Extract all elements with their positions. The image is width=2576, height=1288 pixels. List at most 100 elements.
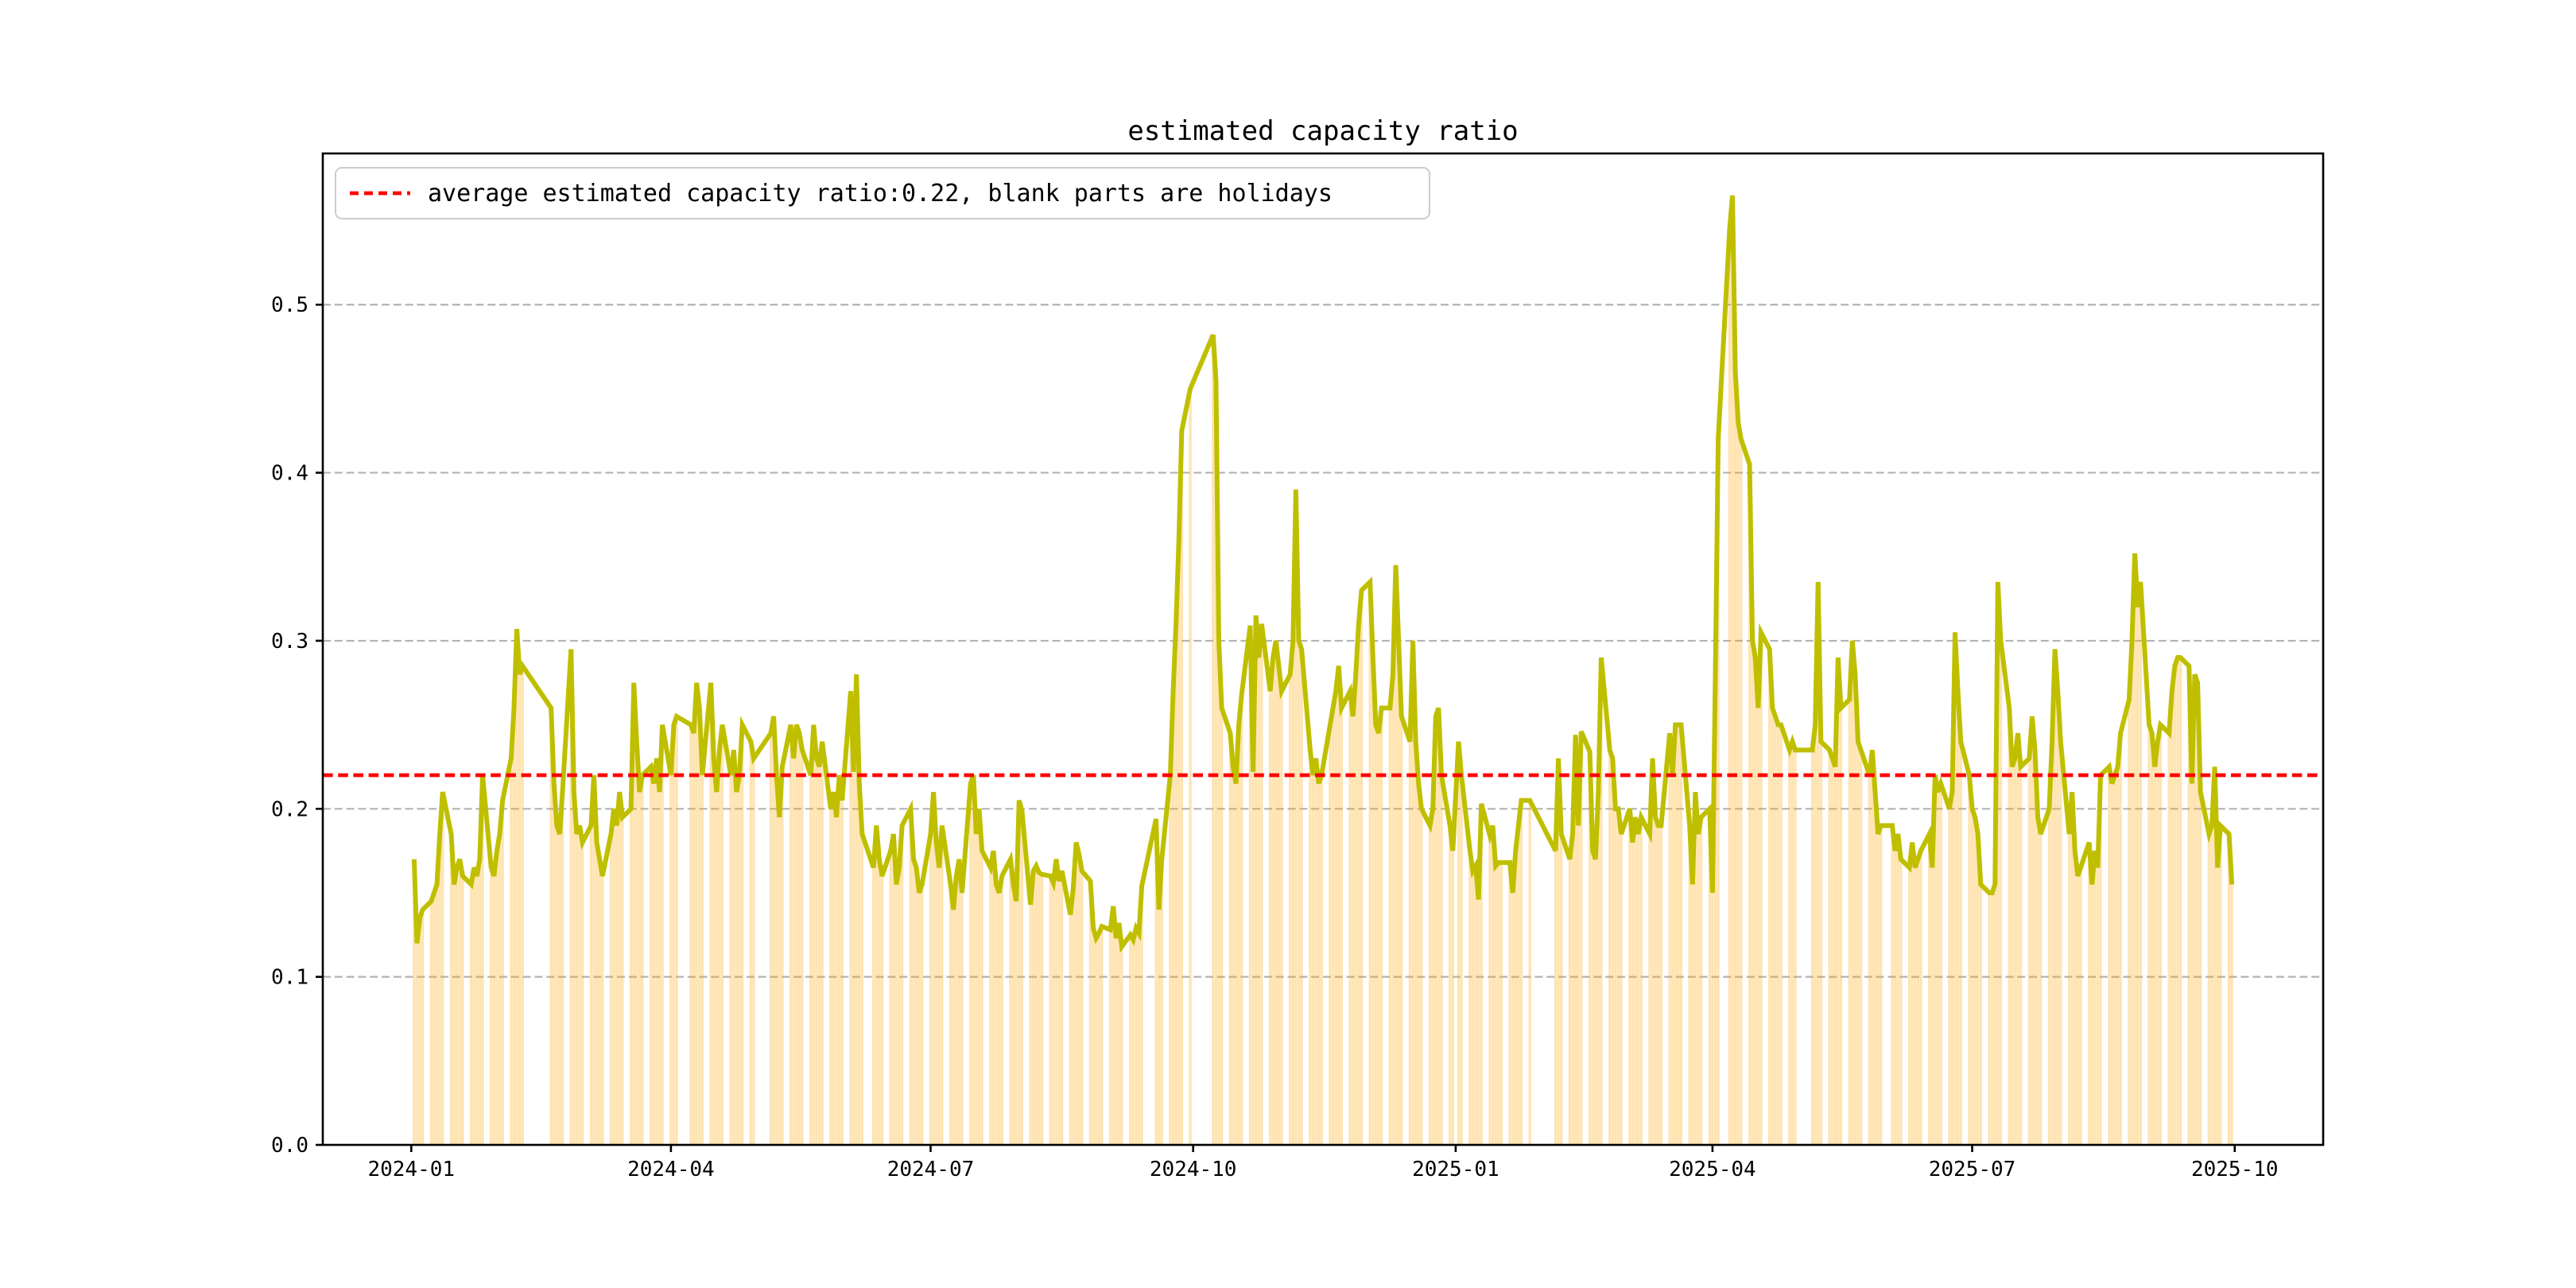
bar bbox=[1120, 946, 1123, 1145]
bar bbox=[1614, 809, 1617, 1145]
bar bbox=[2027, 758, 2031, 1145]
bar bbox=[2227, 834, 2231, 1145]
bar bbox=[1731, 195, 1734, 1146]
bar bbox=[1790, 741, 1794, 1145]
bar bbox=[1580, 731, 1583, 1145]
bar bbox=[1014, 901, 1018, 1145]
bar bbox=[1488, 836, 1492, 1145]
bar bbox=[1300, 649, 1303, 1145]
legend-label: average estimated capacity ratio:0.22, b… bbox=[428, 180, 1333, 208]
capacity-ratio-line bbox=[411, 195, 2235, 953]
bar bbox=[712, 758, 716, 1145]
bar bbox=[2196, 682, 2199, 1145]
y-tick-label: 0.5 bbox=[271, 293, 308, 317]
bar bbox=[2159, 724, 2163, 1145]
bar bbox=[1899, 859, 1903, 1145]
bar bbox=[1568, 859, 1572, 1145]
bar bbox=[1100, 926, 1104, 1145]
bar bbox=[553, 783, 556, 1145]
bar bbox=[1108, 929, 1112, 1145]
bar bbox=[1394, 564, 1398, 1145]
bar bbox=[1856, 741, 1860, 1145]
legend: average estimated capacity ratio:0.22, b… bbox=[335, 167, 1430, 219]
bar bbox=[1628, 809, 1631, 1145]
bar bbox=[2187, 665, 2190, 1145]
bar bbox=[1291, 640, 1295, 1145]
bar bbox=[894, 884, 898, 1145]
bar bbox=[1018, 800, 1021, 1145]
gridlines-layer bbox=[323, 304, 2323, 978]
bar bbox=[1169, 775, 1172, 1145]
bar bbox=[1440, 775, 1443, 1145]
bar bbox=[572, 792, 576, 1145]
bar bbox=[1029, 904, 1032, 1145]
bar bbox=[698, 708, 701, 1145]
bar bbox=[1756, 708, 1760, 1145]
bar bbox=[1072, 887, 1075, 1145]
bar bbox=[1688, 825, 1691, 1145]
bar bbox=[1297, 640, 1301, 1145]
bar bbox=[1634, 817, 1637, 1145]
bar bbox=[749, 741, 753, 1145]
bar bbox=[2056, 691, 2059, 1145]
bar bbox=[518, 674, 522, 1145]
bar bbox=[1020, 810, 1024, 1145]
bar bbox=[1368, 581, 1371, 1145]
bar bbox=[1970, 809, 1974, 1145]
bar bbox=[2156, 741, 2159, 1145]
bar bbox=[880, 875, 884, 1145]
bar bbox=[689, 724, 692, 1145]
bar bbox=[592, 775, 596, 1145]
bar bbox=[1260, 623, 1263, 1145]
bar bbox=[2108, 766, 2111, 1145]
bar bbox=[612, 809, 615, 1145]
bar bbox=[1320, 775, 1323, 1145]
plot-border bbox=[321, 152, 2325, 1146]
bar bbox=[632, 682, 635, 1145]
bar bbox=[2090, 884, 2093, 1145]
bar bbox=[1049, 875, 1052, 1145]
bar bbox=[1414, 741, 1418, 1145]
bar bbox=[1449, 825, 1452, 1145]
bar bbox=[1480, 803, 1483, 1145]
bar bbox=[941, 825, 944, 1145]
bar bbox=[929, 834, 933, 1145]
bar bbox=[1713, 674, 1717, 1145]
bar bbox=[997, 892, 1001, 1145]
bar bbox=[2198, 792, 2202, 1145]
bar bbox=[2047, 809, 2051, 1145]
bar bbox=[2173, 665, 2177, 1145]
bar bbox=[2171, 691, 2174, 1145]
bar bbox=[855, 674, 858, 1145]
bar bbox=[1129, 934, 1132, 1145]
bar bbox=[912, 859, 915, 1145]
bar bbox=[1234, 783, 1238, 1145]
bar bbox=[1928, 834, 1931, 1145]
bar bbox=[921, 884, 924, 1145]
bar bbox=[718, 750, 721, 1145]
bar bbox=[1054, 859, 1058, 1145]
bar bbox=[1596, 792, 1600, 1145]
bar bbox=[1859, 750, 1863, 1145]
x-tick-label: 2025-10 bbox=[2191, 1158, 2279, 1181]
bar bbox=[498, 834, 502, 1145]
bar bbox=[578, 825, 581, 1145]
bar bbox=[1934, 775, 1937, 1145]
bar bbox=[835, 817, 838, 1145]
bar bbox=[435, 884, 439, 1145]
bar bbox=[1959, 741, 1962, 1145]
y-tick-label: 0.0 bbox=[271, 1134, 308, 1158]
bar bbox=[852, 771, 855, 1145]
bar bbox=[1833, 766, 1837, 1145]
bar bbox=[1140, 886, 1143, 1145]
bar bbox=[774, 775, 778, 1145]
bar bbox=[1968, 775, 1971, 1145]
bar bbox=[1893, 851, 1897, 1145]
bar bbox=[695, 682, 698, 1145]
bar bbox=[1873, 792, 1877, 1145]
bar bbox=[618, 792, 621, 1145]
bar bbox=[429, 901, 433, 1145]
bar bbox=[1111, 906, 1115, 1145]
bar bbox=[1754, 658, 1757, 1145]
bar bbox=[472, 867, 475, 1145]
